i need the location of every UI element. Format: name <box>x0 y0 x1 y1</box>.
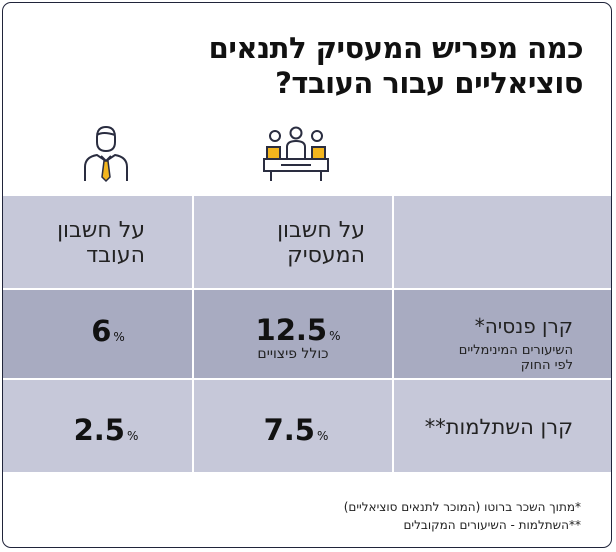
percent-sign: % <box>126 429 139 443</box>
study-fund-employee-value: 2.5% <box>51 415 161 451</box>
pension-employee-value: 6% <box>53 316 163 352</box>
percent-sign: % <box>113 330 125 344</box>
pension-sublabel-line-1: השיעורים המינימליים <box>458 343 573 358</box>
table-row-pension <box>3 290 611 378</box>
row-divider <box>3 288 611 290</box>
meeting-table-icon <box>261 125 331 183</box>
table-header-row <box>3 196 611 288</box>
study-fund-employer-number: 7.5 <box>263 413 315 447</box>
header-employee-line-1: על חשבון <box>57 218 145 243</box>
pension-employer-note: כולל פיצויים <box>257 346 329 362</box>
title-line-2: סוציאליים עבור העובד? <box>275 66 583 100</box>
column-divider <box>392 196 394 472</box>
pension-sublabel-line-2: לפי החוק <box>520 358 573 373</box>
pension-employer-value: 12.5% <box>243 315 353 351</box>
table-row-study-fund <box>3 380 611 472</box>
header-employer-line-2: המעסיק <box>287 243 365 268</box>
pension-employer-number: 12.5 <box>255 313 328 347</box>
title-line-1: כמה מפריש המעסיק לתנאים <box>208 31 584 65</box>
infographic-title: כמה מפריש המעסיק לתנאים סוציאליים עבור ה… <box>103 31 584 101</box>
pension-fund-sublabel: השיעורים המינימליים לפי החוק <box>383 343 573 373</box>
header-employee-line-2: העובד <box>86 243 145 268</box>
businessman-icon <box>81 125 131 183</box>
header-employee: על חשבון העובד <box>35 218 145 268</box>
percent-sign: % <box>329 329 341 343</box>
pension-employee-number: 6 <box>91 314 112 348</box>
header-employer: על חשבון המעסיק <box>255 218 365 268</box>
pension-fund-label: קרן פנסיה* <box>474 314 573 338</box>
study-fund-label: קרן השתלמות** <box>424 415 573 439</box>
percent-sign: % <box>316 429 329 443</box>
row-divider <box>3 378 611 380</box>
footnote-gross-salary: *מתוך השכר ברוטו (המוכר לתנאים סוציאליים… <box>343 500 581 514</box>
study-fund-employer-value: 7.5% <box>241 415 351 451</box>
header-employer-line-1: על חשבון <box>277 218 365 243</box>
footnote-study-fund: **השתלמות - השיעורים המקובלים <box>403 518 581 532</box>
study-fund-employee-number: 2.5 <box>73 413 125 447</box>
infographic-card: כמה מפריש המעסיק לתנאים סוציאליים עבור ה… <box>2 2 612 548</box>
column-divider <box>192 196 194 472</box>
